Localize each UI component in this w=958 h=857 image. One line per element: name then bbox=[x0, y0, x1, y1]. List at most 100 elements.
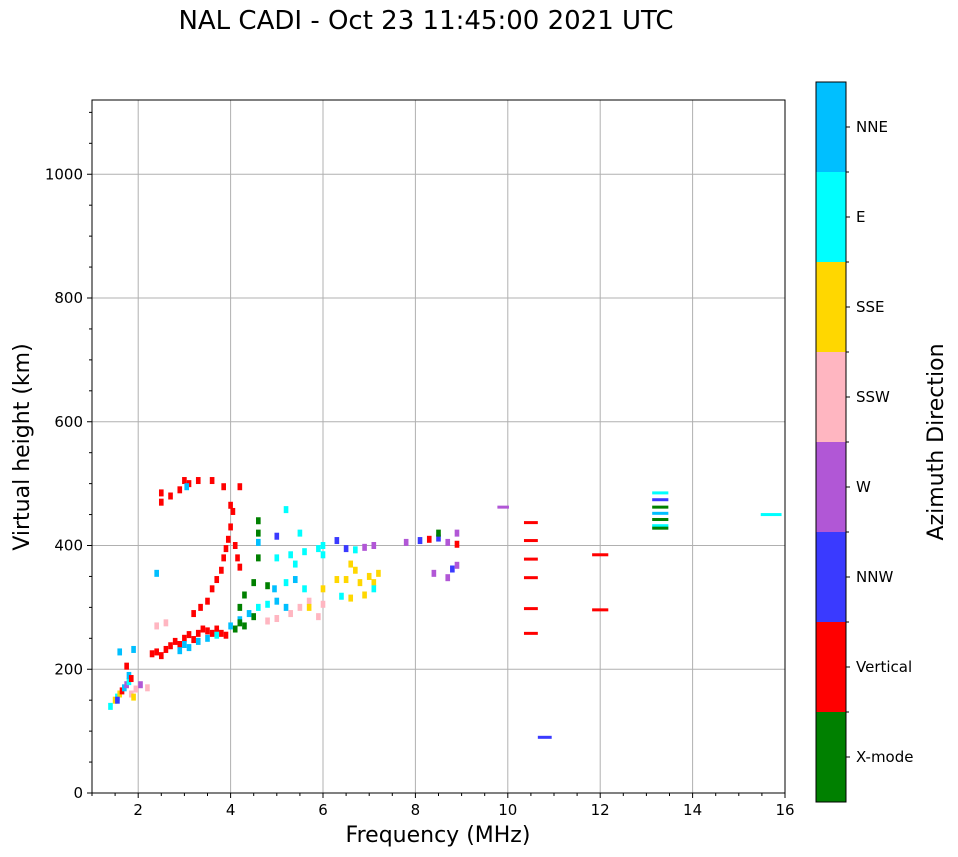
data-point-vertical bbox=[191, 610, 196, 618]
data-point-x-mode bbox=[652, 518, 669, 522]
data-point-vertical bbox=[523, 539, 538, 543]
data-points bbox=[108, 477, 782, 739]
colorbar-category-label: X-mode bbox=[856, 748, 913, 766]
data-point-ssw bbox=[265, 617, 270, 625]
data-point-vertical bbox=[182, 634, 187, 642]
data-point-vertical bbox=[592, 608, 609, 612]
data-point-e bbox=[292, 560, 298, 568]
colorbar-swatch-ssw bbox=[816, 352, 846, 442]
data-point-sse bbox=[131, 693, 136, 701]
data-point-x-mode bbox=[237, 619, 243, 627]
data-point-sse bbox=[348, 594, 354, 602]
data-point-x-mode bbox=[237, 603, 243, 611]
data-point-nne bbox=[228, 622, 233, 630]
data-point-vertical bbox=[124, 662, 129, 670]
data-point-nne bbox=[256, 538, 261, 546]
data-point-nnw bbox=[537, 735, 552, 739]
data-point-e bbox=[353, 546, 358, 554]
x-tick-label: 12 bbox=[591, 801, 610, 819]
data-point-w bbox=[445, 574, 451, 582]
data-point-vertical bbox=[154, 648, 159, 656]
data-point-w bbox=[454, 529, 460, 537]
data-point-ssw bbox=[145, 684, 150, 692]
data-point-vertical bbox=[200, 625, 206, 633]
data-point-e bbox=[320, 551, 326, 559]
data-point-e bbox=[288, 551, 293, 559]
data-point-x-mode bbox=[251, 579, 257, 587]
colorbar-category-label: SSE bbox=[856, 298, 885, 316]
data-point-nne bbox=[186, 644, 192, 652]
data-point-ssw bbox=[316, 613, 321, 621]
colorbar-swatch-e bbox=[816, 172, 846, 262]
data-point-e bbox=[302, 585, 307, 593]
data-point-nnw bbox=[417, 537, 423, 545]
data-point-ssw bbox=[133, 685, 139, 693]
data-point-e bbox=[283, 579, 289, 587]
data-point-e bbox=[302, 548, 307, 556]
data-point-vertical bbox=[158, 498, 164, 506]
y-tick-label: 600 bbox=[54, 413, 83, 431]
data-point-e bbox=[214, 631, 220, 639]
data-point-vertical bbox=[177, 641, 183, 648]
data-point-vertical bbox=[223, 631, 229, 639]
data-point-e bbox=[760, 513, 782, 517]
x-tick-label: 2 bbox=[133, 801, 143, 819]
data-point-vertical bbox=[235, 554, 240, 562]
data-point-sse bbox=[353, 566, 358, 574]
colorbar-frame bbox=[815, 81, 847, 803]
data-point-nne bbox=[652, 511, 669, 515]
data-point-sse bbox=[371, 579, 377, 587]
data-point-nne bbox=[246, 610, 252, 618]
data-point-vertical bbox=[237, 563, 243, 571]
data-point-vertical bbox=[198, 603, 203, 611]
data-point-w bbox=[431, 569, 437, 577]
data-point-nne bbox=[154, 569, 159, 577]
colorbar-swatch-x-mode bbox=[816, 712, 846, 802]
data-point-vertical bbox=[168, 642, 173, 650]
data-point-nnw bbox=[274, 532, 280, 540]
data-point-e bbox=[274, 554, 280, 562]
colorbar-category-label: SSW bbox=[856, 388, 890, 406]
data-point-vertical bbox=[232, 542, 238, 549]
data-point-vertical bbox=[219, 629, 224, 637]
colorbar-swatch-w bbox=[816, 442, 846, 532]
data-point-vertical bbox=[214, 625, 220, 633]
data-point-e bbox=[297, 529, 303, 537]
y-tick-label: 800 bbox=[54, 289, 83, 307]
x-tick-label: 8 bbox=[411, 801, 421, 819]
data-point-vertical bbox=[230, 507, 236, 515]
data-point-w bbox=[124, 681, 129, 689]
colorbar-swatch-sse bbox=[816, 262, 846, 352]
data-point-nne bbox=[131, 645, 136, 653]
data-point-vertical bbox=[158, 652, 164, 660]
data-point-vertical bbox=[228, 501, 233, 509]
data-point-nne bbox=[274, 597, 280, 605]
data-point-w bbox=[362, 543, 367, 551]
data-point-nnw bbox=[343, 545, 349, 553]
data-point-nne bbox=[182, 641, 187, 648]
y-tick-label: 0 bbox=[73, 784, 83, 802]
data-point-w bbox=[371, 542, 377, 549]
data-point-e bbox=[283, 506, 289, 514]
data-point-nnw bbox=[334, 537, 340, 545]
data-point-nne bbox=[292, 576, 298, 584]
data-point-vertical bbox=[228, 523, 233, 531]
data-point-vertical bbox=[128, 675, 134, 683]
data-point-vertical bbox=[454, 540, 460, 548]
colorbar-category-label: W bbox=[856, 478, 871, 496]
data-point-nnw bbox=[652, 498, 669, 502]
data-point-nnw bbox=[115, 696, 120, 704]
data-point-vertical bbox=[177, 486, 183, 494]
data-point-vertical bbox=[592, 553, 609, 557]
data-point-w bbox=[403, 538, 409, 546]
data-point-ssw bbox=[274, 615, 280, 623]
data-point-e bbox=[256, 603, 261, 611]
colorbar-category-label: E bbox=[856, 208, 865, 226]
y-axis-label: Virtual height (km) bbox=[10, 343, 35, 550]
data-point-sse bbox=[320, 585, 326, 593]
data-point-vertical bbox=[195, 477, 201, 485]
y-tick-label: 1000 bbox=[45, 165, 83, 183]
data-point-nnw bbox=[436, 534, 441, 542]
data-point-vertical bbox=[149, 650, 155, 658]
